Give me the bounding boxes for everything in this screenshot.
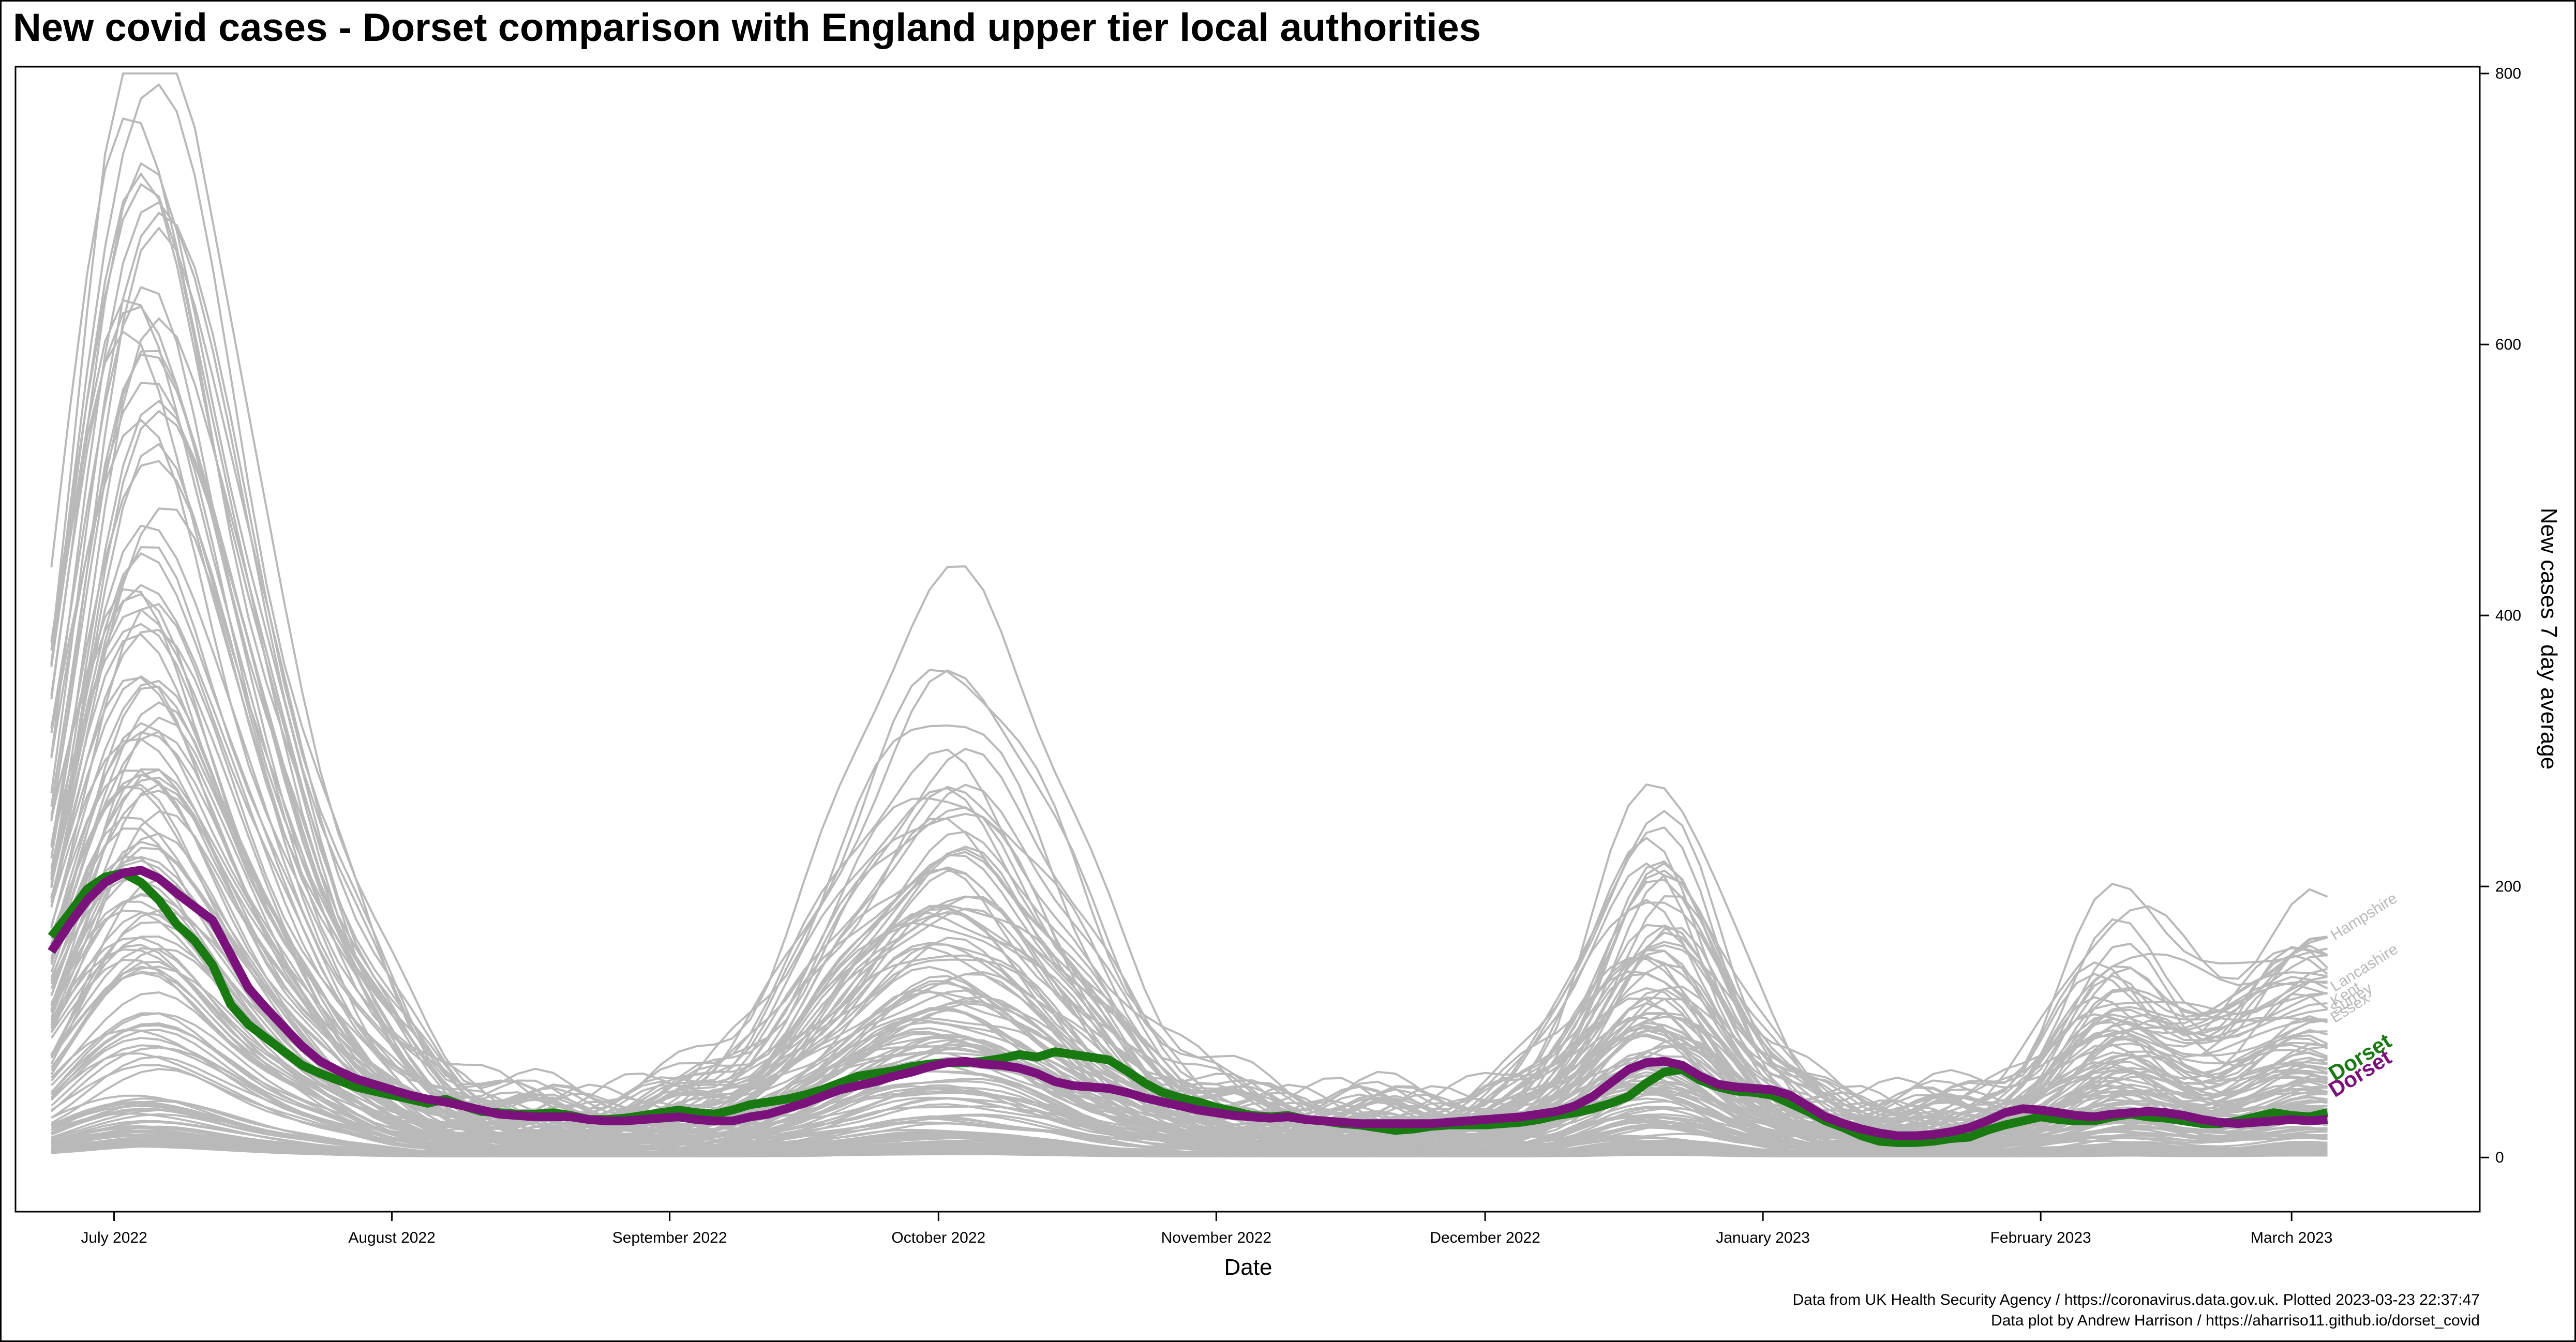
x-tick-label: November 2022 [1161, 1229, 1271, 1246]
highlight-series-group [48, 866, 2329, 1147]
background-series-line [50, 460, 2328, 1127]
background-series-line [51, 1134, 2328, 1157]
background-series-line [50, 305, 2328, 1121]
y-axis-label: New cases 7 day average [2536, 508, 2562, 770]
end-labels-group: HampshireLancashireKentSurreyEssexDorset… [2324, 889, 2401, 1102]
x-tick-label: January 2023 [1716, 1229, 1810, 1246]
background-series-line [50, 593, 2328, 1134]
x-tick-label: August 2022 [348, 1229, 435, 1246]
end-label: Hampshire [2328, 889, 2401, 944]
y-tick-label: 400 [2495, 607, 2521, 624]
background-series-line [50, 162, 2328, 1115]
background-series-line [50, 971, 2328, 1151]
background-series-line [50, 117, 2328, 1112]
y-tick-label: 0 [2495, 1149, 2504, 1166]
plot-frame [14, 66, 2481, 1213]
background-series-line [50, 173, 2328, 1116]
x-tick-label: February 2023 [1990, 1229, 2091, 1246]
background-series-group [50, 72, 2328, 1157]
background-series-line [50, 382, 2328, 1124]
background-series-line [50, 227, 2328, 1117]
y-tick-label: 200 [2495, 878, 2521, 895]
background-series-line [51, 1068, 2328, 1155]
y-tick-label: 600 [2495, 336, 2521, 353]
background-series-line [50, 183, 2328, 1115]
caption-line-1: Data from UK Health Security Agency / ht… [1792, 1291, 2480, 1308]
background-series-line [50, 443, 2328, 1127]
x-tick-label: July 2022 [81, 1229, 147, 1246]
y-tick-label: 800 [2495, 65, 2521, 82]
background-series-line [50, 201, 2328, 1116]
x-axis-label: Date [1224, 1255, 1272, 1280]
x-axis: July 2022 August 2022 September 2022 Octobe… [81, 1212, 2332, 1246]
x-tick-label: October 2022 [891, 1229, 985, 1246]
background-series-line [50, 1012, 2328, 1152]
background-series-line [50, 419, 2328, 1126]
background-series-line [50, 400, 2328, 1125]
background-series-line [50, 83, 2328, 1110]
background-series-line [50, 676, 2328, 1137]
background-series-line [50, 317, 2328, 1121]
x-tick-label: March 2023 [2251, 1229, 2332, 1246]
y-axis: 0 200 400 600 800 [2480, 65, 2521, 1166]
background-series-line [50, 72, 2328, 1106]
x-tick-label: December 2022 [1430, 1229, 1540, 1246]
chart-title: New covid cases - Dorset comparison with… [13, 6, 1481, 50]
dorset-series-line-2 [48, 866, 2328, 1140]
background-series-line [50, 936, 2328, 1149]
background-series-line [50, 588, 2328, 1134]
x-tick-label: September 2022 [612, 1229, 727, 1246]
background-series-line [50, 633, 2328, 1136]
caption-line-2: Data plot by Andrew Harrison / https://a… [1991, 1312, 2480, 1329]
